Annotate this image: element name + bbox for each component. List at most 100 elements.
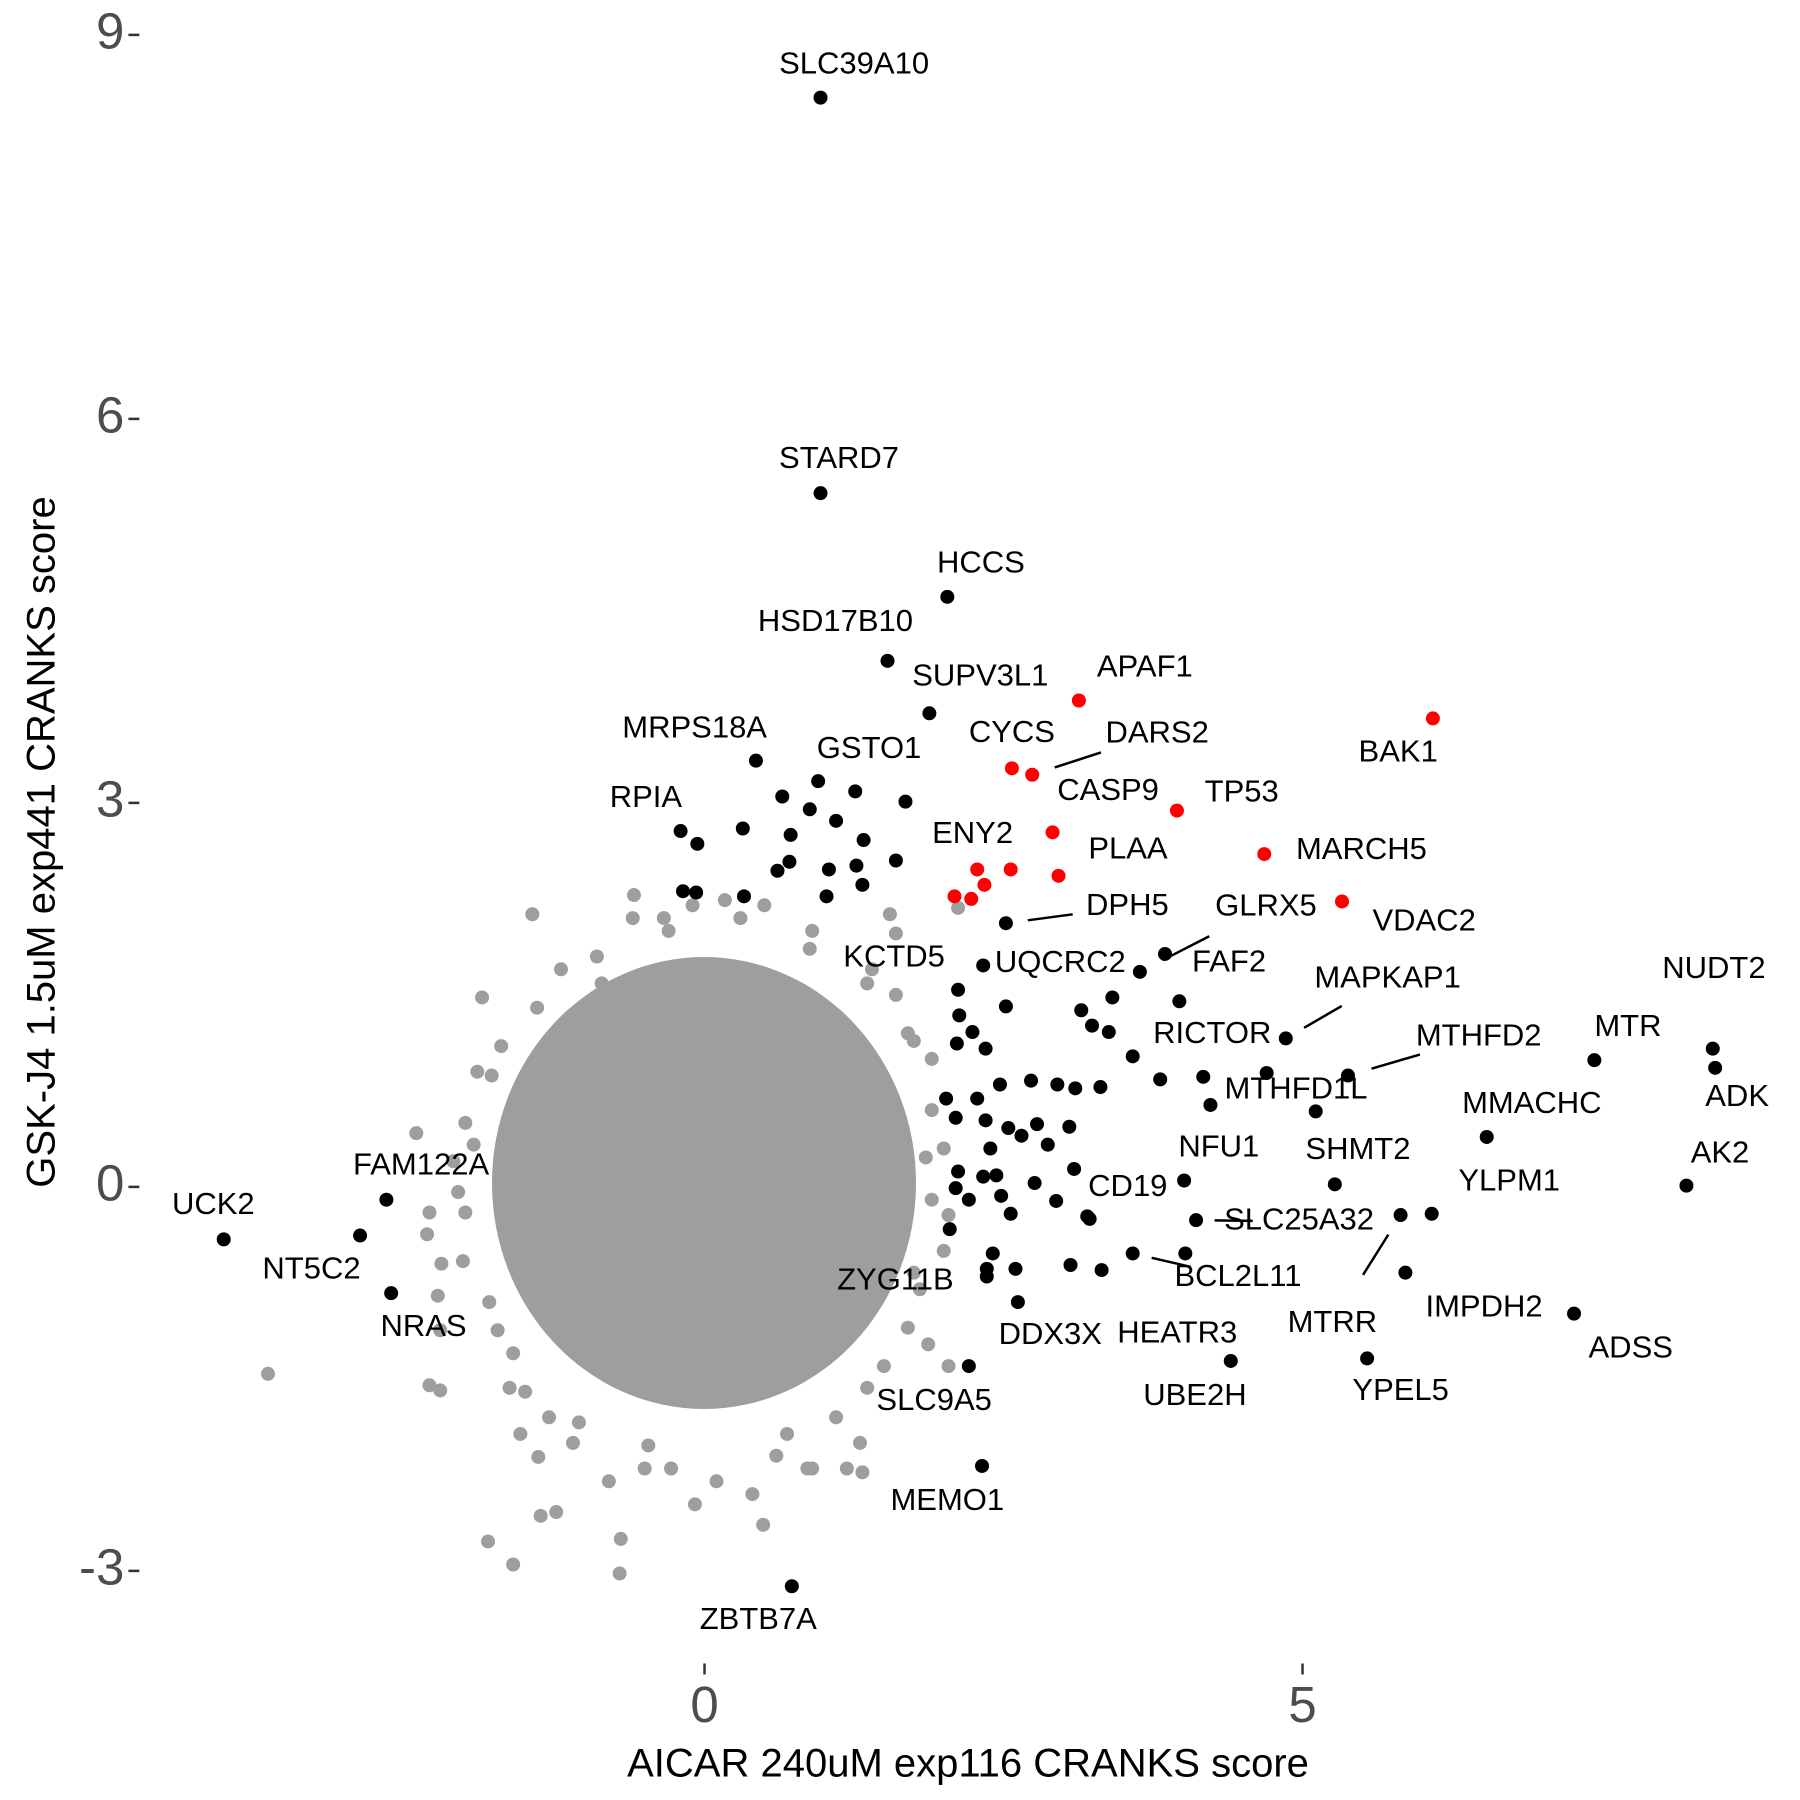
point xyxy=(1567,1306,1582,1321)
point xyxy=(965,1025,980,1040)
point xyxy=(490,1323,505,1338)
point xyxy=(860,1380,875,1395)
point xyxy=(888,926,903,941)
point xyxy=(533,1508,548,1523)
point xyxy=(1335,894,1350,909)
point xyxy=(1398,1265,1413,1280)
point xyxy=(513,1426,528,1441)
point-label: IMPDH2 xyxy=(1425,1289,1542,1324)
point xyxy=(1178,1246,1193,1261)
point xyxy=(641,1438,656,1453)
point xyxy=(805,923,820,938)
point-label: HEATR3 xyxy=(1117,1315,1237,1350)
point xyxy=(951,1164,966,1179)
point xyxy=(434,1256,449,1271)
point xyxy=(1003,862,1018,877)
point-label: MTHFD2 xyxy=(1416,1018,1542,1053)
point xyxy=(805,1461,820,1476)
point xyxy=(813,90,828,105)
point xyxy=(912,1282,927,1297)
leader-line xyxy=(1303,1004,1343,1029)
point xyxy=(936,1141,951,1156)
point xyxy=(922,706,937,721)
point xyxy=(673,824,688,839)
leader-line xyxy=(1162,935,1210,962)
point-label: NFU1 xyxy=(1178,1128,1259,1163)
point xyxy=(612,1566,627,1581)
point xyxy=(1080,1209,1095,1224)
point xyxy=(1259,1065,1274,1080)
point-label: RICTOR xyxy=(1153,1015,1271,1050)
point xyxy=(1014,1128,1029,1143)
point xyxy=(1132,964,1147,979)
point xyxy=(1094,1263,1109,1278)
point xyxy=(1223,1353,1238,1368)
point xyxy=(924,1103,939,1118)
point xyxy=(952,1008,967,1023)
point xyxy=(554,962,569,977)
point xyxy=(656,911,671,926)
point xyxy=(481,1534,496,1549)
point-label: MRPS18A xyxy=(622,710,767,745)
point xyxy=(506,1557,521,1572)
point xyxy=(1067,1161,1082,1176)
point xyxy=(458,1115,473,1130)
point xyxy=(811,774,826,789)
point-label: NT5C2 xyxy=(262,1250,360,1285)
point-label: STARD7 xyxy=(779,440,899,475)
point xyxy=(379,1192,394,1207)
point-label: YLPM1 xyxy=(1458,1163,1560,1198)
point-label: SHMT2 xyxy=(1305,1131,1410,1166)
point xyxy=(475,990,490,1005)
point xyxy=(689,885,704,900)
point-label: ZYG11B xyxy=(837,1261,954,1296)
point xyxy=(976,1169,991,1184)
point xyxy=(782,854,797,869)
point-label: BAK1 xyxy=(1359,733,1438,768)
point xyxy=(661,923,676,938)
point xyxy=(484,1068,499,1083)
point xyxy=(1340,1068,1355,1083)
point xyxy=(1062,1119,1077,1134)
point-label: BCL2L11 xyxy=(1174,1258,1301,1293)
point xyxy=(1049,1193,1064,1208)
point xyxy=(748,753,763,768)
point-label: MMACHC xyxy=(1462,1085,1602,1120)
point-label: SUPV3L1 xyxy=(912,658,1048,693)
point-label: HSD17B10 xyxy=(758,603,913,638)
point xyxy=(1030,1117,1045,1132)
point xyxy=(813,486,828,501)
point xyxy=(829,813,844,828)
point xyxy=(531,1449,546,1464)
point xyxy=(717,893,732,908)
point xyxy=(613,1531,628,1546)
point xyxy=(941,1208,956,1223)
point xyxy=(983,1141,998,1156)
point xyxy=(1169,803,1184,818)
point xyxy=(260,1366,275,1381)
point xyxy=(565,1435,580,1450)
point xyxy=(1001,1121,1016,1136)
point xyxy=(898,794,913,809)
point xyxy=(690,836,705,851)
x-tick-label: 5 xyxy=(1288,1676,1316,1733)
point xyxy=(1705,1041,1720,1056)
point xyxy=(924,1051,939,1066)
point xyxy=(1008,1261,1023,1276)
point xyxy=(1093,1080,1108,1095)
point xyxy=(985,1246,1000,1261)
point xyxy=(1257,847,1272,862)
point xyxy=(1393,1208,1408,1223)
point xyxy=(855,877,870,892)
point xyxy=(745,1487,760,1502)
point xyxy=(1360,1351,1375,1366)
dense-point-cloud xyxy=(492,957,916,1409)
point xyxy=(757,898,772,913)
point xyxy=(1045,825,1060,840)
point xyxy=(998,916,1013,931)
point-label: SLC25A32 xyxy=(1224,1202,1374,1237)
point-label: UBE2H xyxy=(1143,1377,1246,1412)
leader-line xyxy=(1151,1256,1191,1269)
point xyxy=(860,976,875,991)
point xyxy=(1027,1176,1042,1191)
